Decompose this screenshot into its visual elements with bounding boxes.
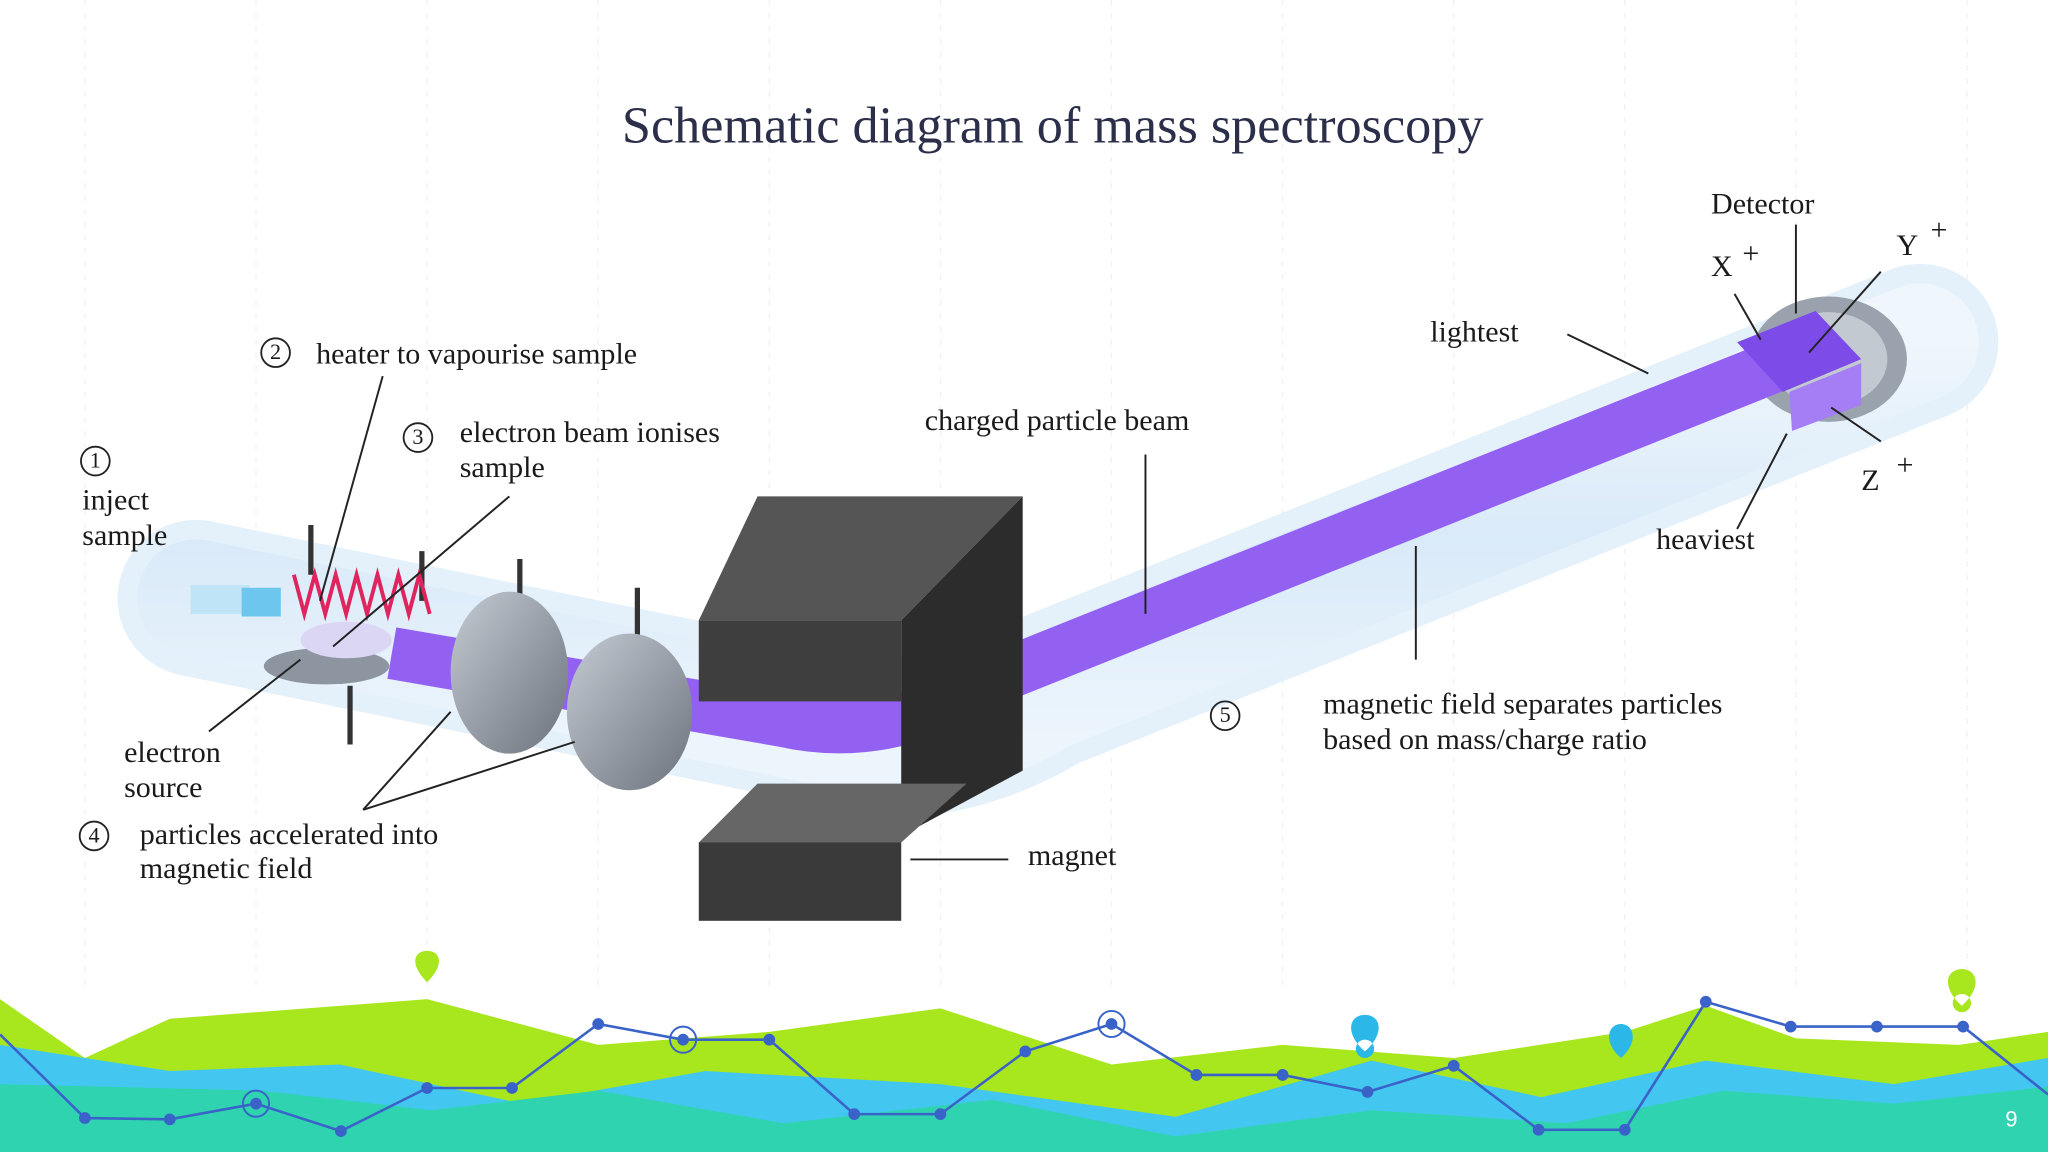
step-number: 2 (270, 339, 281, 364)
ion-symbol: Y (1896, 229, 1918, 262)
step-label: magnetic field (140, 852, 313, 885)
step-label: sample (82, 519, 167, 552)
apparatus (117, 263, 1999, 921)
part-label: charged particle beam (925, 404, 1190, 437)
step-label: magnetic field separates particles (1323, 688, 1722, 721)
labels: 1 inject sample 2 heater to vapourise sa… (78, 187, 1947, 885)
step-label: sample (460, 451, 545, 484)
step-number: 5 (1220, 702, 1231, 727)
step-label: based on mass/charge ratio (1323, 723, 1647, 756)
ion-charge: + (1742, 237, 1759, 270)
step-number: 4 (88, 822, 99, 847)
step-number: 3 (412, 424, 423, 449)
page-number: 9 (2005, 1107, 2017, 1132)
ion-symbol: Z (1861, 464, 1879, 497)
slide-title: Schematic diagram of mass spectroscopy (622, 97, 1484, 155)
ion-charge: + (1896, 448, 1913, 481)
part-label: source (124, 771, 202, 804)
part-label: magnet (1028, 839, 1117, 872)
part-label: lightest (1430, 315, 1519, 348)
step-label: electron beam ionises (460, 416, 720, 449)
footer-decoration (0, 950, 2048, 1152)
ion-charge: + (1930, 213, 1947, 246)
part-label: Detector (1711, 187, 1814, 220)
step-label: inject (82, 484, 149, 517)
leader-lines (208, 224, 1882, 861)
ion-symbol: X (1711, 250, 1733, 283)
step-label: heater to vapourise sample (316, 337, 637, 370)
part-label: heaviest (1656, 523, 1755, 556)
part-label: electron (124, 736, 221, 769)
step-label: particles accelerated into (140, 818, 438, 851)
step-number: 1 (90, 447, 101, 472)
